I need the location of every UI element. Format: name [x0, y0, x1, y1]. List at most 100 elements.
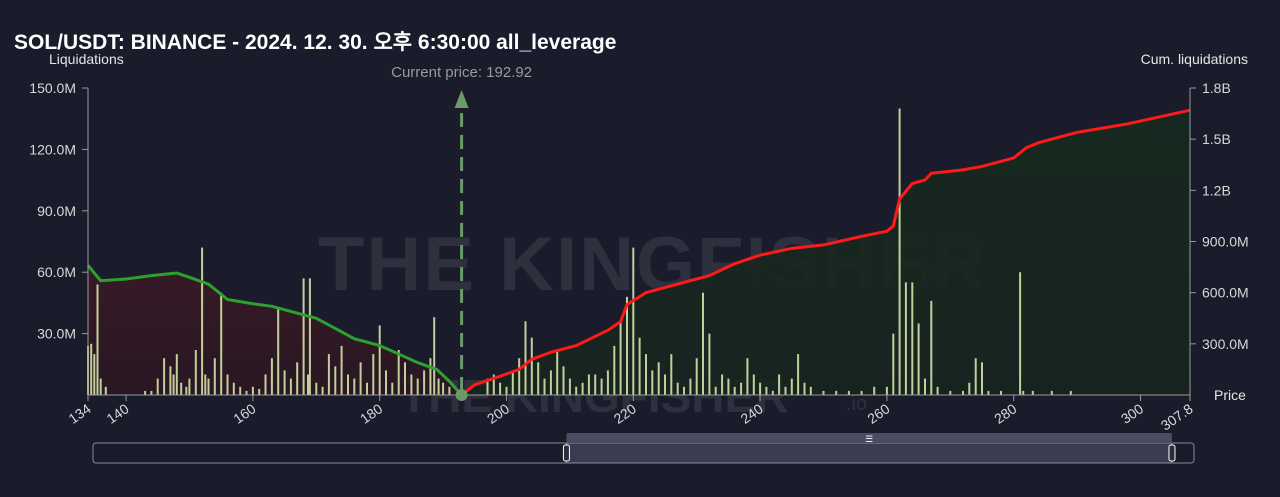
liquidation-bar — [1031, 390, 1034, 395]
liquidation-bar — [695, 358, 698, 395]
liquidation-bar — [156, 378, 159, 395]
current-price-arrow-icon — [454, 90, 469, 108]
range-slider-grip-icon[interactable]: ☰ — [865, 434, 873, 444]
liquidation-bar — [404, 362, 406, 395]
liquidation-bar — [201, 247, 204, 395]
chart-title: SOL/USDT: BINANCE - 2024. 12. 30. 오후 6:3… — [14, 31, 617, 54]
liquidation-bar — [220, 292, 223, 395]
y-right-axis-title: Cum. liquidations — [1141, 51, 1248, 67]
liquidation-bar — [245, 390, 248, 395]
liquidation-bar — [180, 382, 183, 395]
liquidation-bar — [492, 374, 495, 395]
liquidation-bar — [962, 390, 964, 395]
y-right-tick-label: 1.8B — [1202, 80, 1231, 96]
liquidation-bar — [981, 362, 983, 395]
liquidation-bar — [327, 354, 330, 395]
current-price-marker: Current price: 192.92 — [391, 64, 532, 401]
liquidation-bar — [676, 382, 679, 395]
x-tick-label: 307.8 — [1158, 400, 1196, 433]
y-right-tick-label: 1.5B — [1202, 131, 1231, 147]
short-cumulative-area — [461, 110, 1190, 395]
liquidation-bar — [307, 374, 309, 395]
liquidation-bar — [308, 278, 311, 395]
short-cumulative-line — [460, 108, 1191, 397]
liquidation-bar — [594, 374, 597, 395]
long-cumulative-line — [86, 264, 463, 396]
liquidation-bar — [911, 282, 914, 395]
liquidation-bar — [581, 382, 584, 395]
liquidation-bar — [771, 390, 774, 395]
liquidation-bar — [974, 358, 977, 395]
liquidation-bar — [429, 358, 432, 395]
liquidation-bar — [188, 378, 191, 395]
liquidation-bar — [733, 386, 736, 395]
liquidation-bar — [892, 333, 895, 395]
liquidation-bar — [847, 390, 850, 395]
liquidation-bar — [968, 382, 971, 395]
liquidation-bar — [606, 370, 609, 395]
liquidation-bar — [372, 354, 375, 395]
range-slider-grip-bar[interactable] — [566, 433, 1172, 443]
y-left-tick-label: 120.0M — [29, 141, 76, 157]
liquidation-bar — [96, 284, 99, 395]
liquidation-bar — [144, 390, 147, 395]
liquidation-bar — [433, 317, 436, 395]
liquidation-bar — [562, 366, 565, 395]
liquidation-bar — [873, 386, 876, 395]
liquidation-bar — [442, 382, 445, 395]
liquidation-bar — [809, 386, 812, 395]
liquidation-bar — [410, 374, 413, 395]
y-left-axis-title: Liquidations — [49, 51, 124, 67]
liquidation-bar — [232, 382, 235, 395]
liquidation-bar — [924, 378, 926, 395]
y-right-tick-label: 600.0M — [1202, 285, 1249, 301]
liquidation-bar — [752, 374, 755, 395]
liquidation-bar — [204, 374, 207, 395]
liquidation-bar — [397, 350, 400, 395]
liquidation-bar — [334, 366, 337, 395]
liquidation-bar — [302, 278, 305, 395]
liquidation-bar — [163, 358, 166, 395]
liquidation-bar — [448, 386, 451, 395]
liquidation-bar — [904, 282, 907, 395]
liquidation-bar — [1019, 272, 1022, 395]
liquidation-bar — [784, 386, 787, 395]
liquidation-bar — [778, 374, 781, 395]
liquidation-bar — [759, 382, 762, 395]
liquidation-bar — [651, 370, 654, 395]
liquidation-bar — [987, 390, 990, 395]
range-slider[interactable]: ☰ — [92, 433, 1195, 464]
x-tick-label: 160 — [230, 400, 258, 427]
liquidation-bar — [835, 390, 838, 395]
liquidation-bar — [1000, 390, 1002, 395]
liquidation-bar — [917, 323, 920, 395]
x-tick-label: 180 — [357, 400, 385, 427]
liquidation-bar — [499, 382, 502, 395]
liquidation-bar — [670, 354, 673, 395]
liquidation-bar — [207, 378, 210, 395]
liquidation-bar — [423, 370, 426, 395]
liquidation-bar — [251, 386, 254, 395]
cumulative-fills — [88, 110, 1190, 395]
liquidation-bar — [765, 386, 768, 395]
range-slider-right-handle[interactable] — [1168, 444, 1176, 462]
liquidation-bar — [226, 374, 229, 395]
liquidation-bar — [702, 292, 704, 395]
liquidation-bar — [378, 325, 381, 395]
liquidation-bar — [860, 390, 863, 395]
liquidation-bar — [626, 296, 628, 395]
liquidation-bar — [543, 378, 546, 395]
liquidation-bar — [385, 370, 387, 395]
y-right-tick-label: 1.2B — [1202, 182, 1231, 198]
liquidation-bar — [270, 358, 273, 395]
liquidation-bar — [645, 354, 647, 395]
x-tick-label: 140 — [103, 400, 131, 427]
liquidation-bar — [530, 337, 533, 395]
liquidation-bar — [537, 362, 540, 395]
range-slider-left-handle[interactable] — [562, 444, 570, 462]
liquidation-bar — [822, 390, 825, 395]
range-slider-selection[interactable] — [565, 442, 1173, 464]
liquidation-bar — [289, 378, 292, 395]
liquidation-bar — [359, 362, 362, 395]
